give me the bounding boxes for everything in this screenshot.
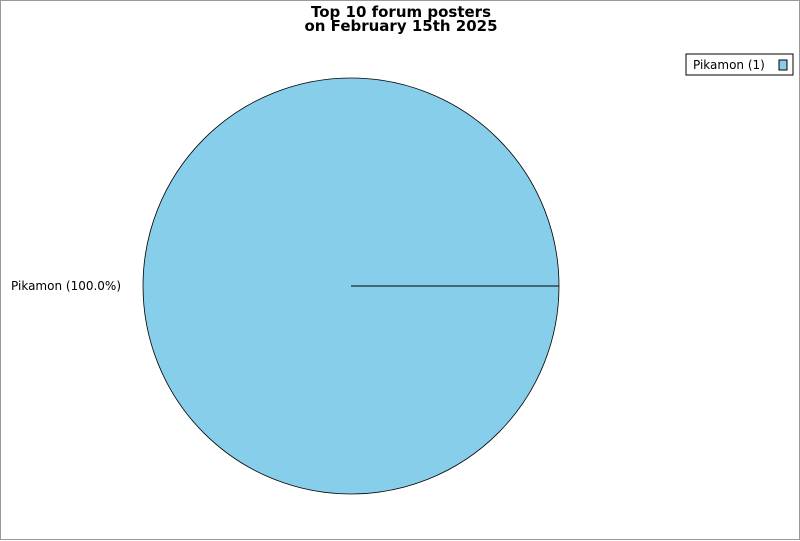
chart-title-line-2: on February 15th 2025 [304,17,497,35]
legend-swatch [778,59,788,71]
legend-box [685,53,794,76]
slice-label: Pikamon (100.0%) [11,279,121,293]
chart-title-line-1: Top 10 forum posters [311,3,491,21]
legend: Pikamon (1) [685,53,794,76]
legend-label: Pikamon (1) [693,58,765,72]
